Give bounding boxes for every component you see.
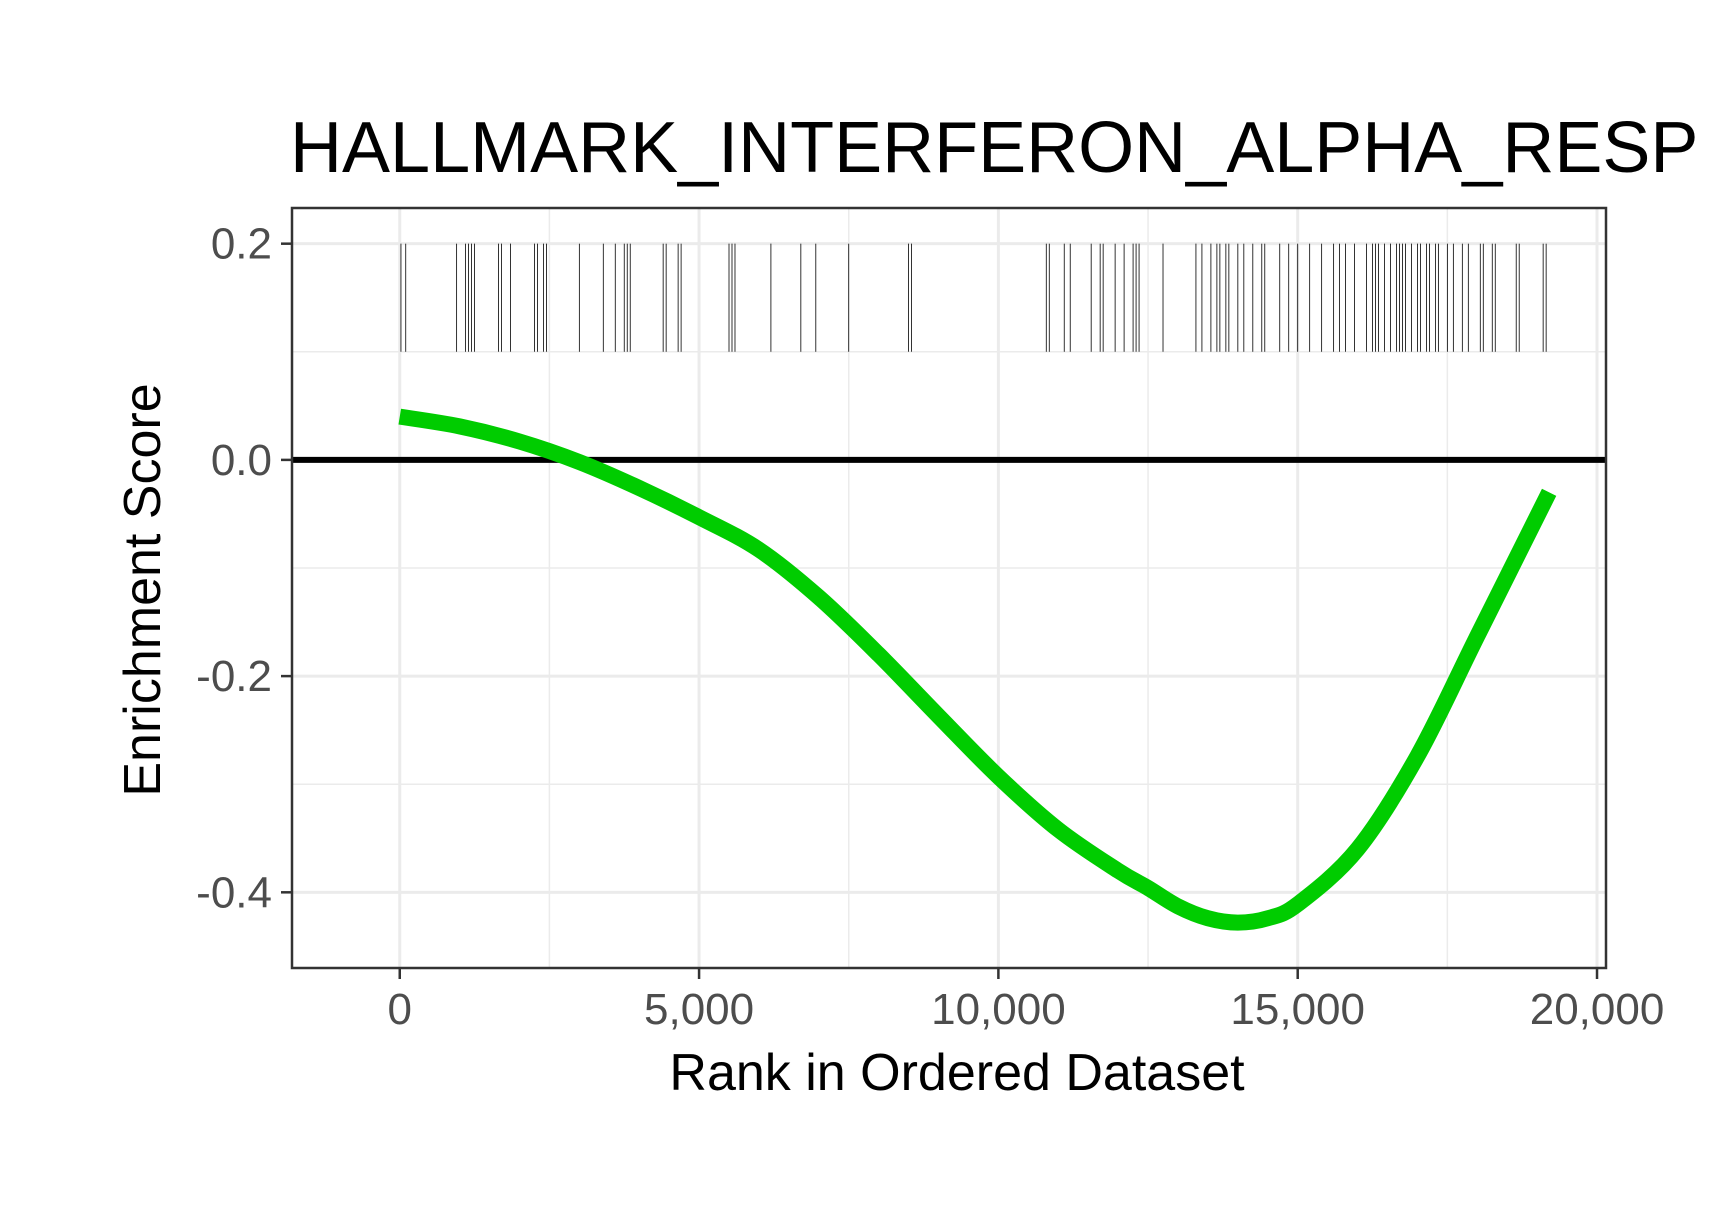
x-tick-label: 20,000 <box>1530 985 1665 1034</box>
x-tick-label: 15,000 <box>1230 985 1365 1034</box>
x-tick-label: 5,000 <box>644 985 754 1034</box>
y-axis-title: Enrichment Score <box>114 383 172 796</box>
x-tick-label: 10,000 <box>931 985 1066 1034</box>
x-tick-labels: 0 5,000 10,000 15,000 20,000 <box>388 985 1665 1034</box>
chart-title: HALLMARK_INTERFERON_ALPHA_RESP <box>290 108 1698 188</box>
enrichment-score-curve <box>398 408 1557 931</box>
gene-hit-ticks <box>400 243 1547 352</box>
y-tick-label: -0.4 <box>196 868 272 917</box>
y-tick-label: 0.0 <box>211 436 272 485</box>
y-tick-label: 0.2 <box>211 220 272 269</box>
x-axis-title: Rank in Ordered Dataset <box>669 1044 1245 1102</box>
y-tick-labels: -0.4 -0.2 0.0 0.2 <box>196 220 272 918</box>
panel-border <box>290 206 1608 970</box>
y-tick-label: -0.2 <box>196 652 272 701</box>
x-tick-label: 0 <box>388 985 412 1034</box>
axis-ticks <box>281 242 1599 979</box>
